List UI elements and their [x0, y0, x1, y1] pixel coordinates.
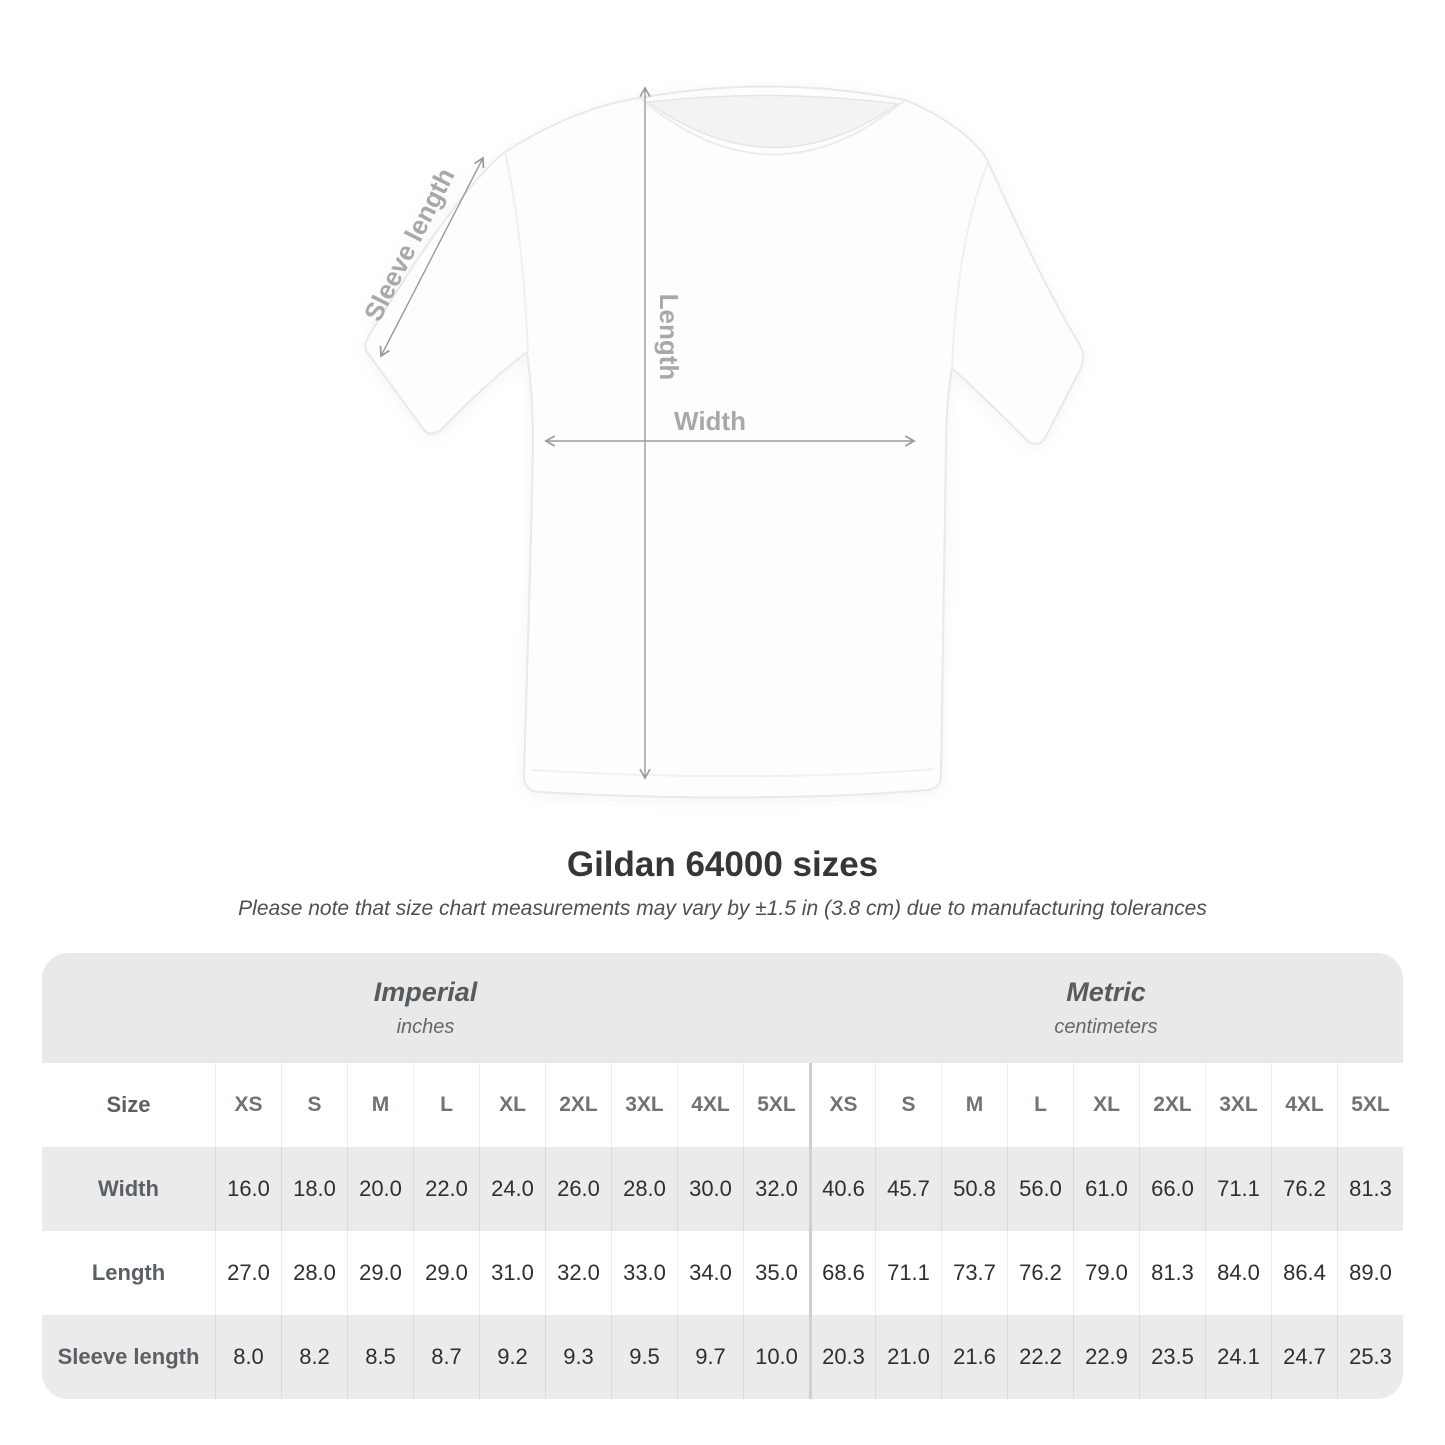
table-cell: 20.0 — [347, 1147, 413, 1231]
size-grid: Size XS S M L XL 2XL 3XL 4XL 5XL XS S M L XL 2XL 3XL 4XL 5… — [42, 1063, 1403, 1399]
table-cell: 18.0 — [281, 1147, 347, 1231]
table-cell: 71.1 — [875, 1231, 941, 1315]
table-cell: 35.0 — [743, 1231, 809, 1315]
table-cell: 50.8 — [941, 1147, 1007, 1231]
size-col-imperial-5xl: 5XL — [743, 1063, 809, 1147]
table-cell: 24.7 — [1271, 1315, 1337, 1399]
table-cell: 26.0 — [545, 1147, 611, 1231]
table-cell: 79.0 — [1073, 1231, 1139, 1315]
table-cell: 28.0 — [611, 1147, 677, 1231]
section-imperial: Imperial inches — [42, 953, 809, 1063]
table-row: Length 27.0 28.0 29.0 29.0 31.0 32.0 33.0 34.0 35… — [42, 1231, 1403, 1315]
size-col-metric-xl: XL — [1073, 1063, 1139, 1147]
tolerance-note: Please note that size chart measurements… — [238, 897, 1207, 920]
table-cell: 21.6 — [941, 1315, 1007, 1399]
table-cell: 68.6 — [809, 1231, 875, 1315]
table-cell: 28.0 — [281, 1231, 347, 1315]
table-cell: 81.3 — [1337, 1147, 1403, 1231]
size-table: Imperial inches Metric centimeters Size X… — [42, 953, 1403, 1399]
table-row: Sleeve length 8.0 8.2 8.5 8.7 9.2 9.3 9.5 9.7 10.… — [42, 1315, 1403, 1399]
table-cell: 33.0 — [611, 1231, 677, 1315]
table-cell: 8.5 — [347, 1315, 413, 1399]
tshirt-diagram: Sleeve length Length Width — [358, 85, 1085, 799]
table-cell: 29.0 — [413, 1231, 479, 1315]
table-cell: 9.5 — [611, 1315, 677, 1399]
size-col-imperial-2xl: 2XL — [545, 1063, 611, 1147]
table-cell: 86.4 — [1271, 1231, 1337, 1315]
table-cell: 9.7 — [677, 1315, 743, 1399]
table-cell: 89.0 — [1337, 1231, 1403, 1315]
table-cell: 56.0 — [1007, 1147, 1073, 1231]
table-cell: 9.2 — [479, 1315, 545, 1399]
table-cell: 8.0 — [215, 1315, 281, 1399]
table-cell: 34.0 — [677, 1231, 743, 1315]
table-cell: 22.9 — [1073, 1315, 1139, 1399]
length-label: Length — [654, 294, 684, 381]
table-cell: 8.7 — [413, 1315, 479, 1399]
table-cell: 76.2 — [1007, 1231, 1073, 1315]
table-cell: 76.2 — [1271, 1147, 1337, 1231]
table-cell: 23.5 — [1139, 1315, 1205, 1399]
size-col-imperial-xs: XS — [215, 1063, 281, 1147]
section-metric-unit: centimeters — [1054, 1016, 1158, 1038]
table-cell: 9.3 — [545, 1315, 611, 1399]
table-row: Width 16.0 18.0 20.0 22.0 24.0 26.0 28.0 30.0 32.… — [42, 1147, 1403, 1231]
table-cell: 66.0 — [1139, 1147, 1205, 1231]
tshirt-image — [364, 85, 1085, 799]
size-header-label: Size — [106, 1092, 151, 1117]
row-label: Length — [91, 1260, 166, 1285]
collar — [645, 94, 901, 149]
table-cell: 84.0 — [1205, 1231, 1271, 1315]
size-col-imperial-s: S — [281, 1063, 347, 1147]
table-cell: 10.0 — [743, 1315, 809, 1399]
section-imperial-title: Imperial — [373, 977, 478, 1007]
table-cell: 16.0 — [215, 1147, 281, 1231]
table-cell: 22.0 — [413, 1147, 479, 1231]
size-col-imperial-3xl: 3XL — [611, 1063, 677, 1147]
size-col-metric-3xl: 3XL — [1205, 1063, 1271, 1147]
sleeve-length-arrow — [379, 156, 485, 358]
size-col-imperial-xl: XL — [479, 1063, 545, 1147]
table-cell: 30.0 — [677, 1147, 743, 1231]
table-cell: 21.0 — [875, 1315, 941, 1399]
table-cell: 25.3 — [1337, 1315, 1403, 1399]
size-col-metric-s: S — [875, 1063, 941, 1147]
table-cell: 61.0 — [1073, 1147, 1139, 1231]
table-cell: 24.1 — [1205, 1315, 1271, 1399]
table-cell: 71.1 — [1205, 1147, 1271, 1231]
unit-section-header: Imperial inches Metric centimeters — [42, 953, 1403, 1063]
table-cell: 8.2 — [281, 1315, 347, 1399]
section-imperial-unit: inches — [396, 1016, 455, 1038]
table-cell: 40.6 — [809, 1147, 875, 1231]
table-cell: 22.2 — [1007, 1315, 1073, 1399]
table-cell: 27.0 — [215, 1231, 281, 1315]
size-header-row: Size XS S M L XL 2XL 3XL 4XL 5XL XS S M L XL 2XL 3XL 4XL 5… — [42, 1063, 1403, 1147]
row-label: Width — [98, 1176, 159, 1201]
section-metric-title: Metric — [1066, 977, 1146, 1007]
table-cell: 32.0 — [545, 1231, 611, 1315]
table-cell: 31.0 — [479, 1231, 545, 1315]
table-cell: 73.7 — [941, 1231, 1007, 1315]
section-metric: Metric centimeters — [809, 953, 1403, 1063]
size-col-metric-m: M — [941, 1063, 1007, 1147]
table-cell: 81.3 — [1139, 1231, 1205, 1315]
table-cell: 32.0 — [743, 1147, 809, 1231]
size-col-imperial-4xl: 4XL — [677, 1063, 743, 1147]
width-label: Width — [674, 406, 746, 436]
page-title: Gildan 64000 sizes — [566, 845, 879, 884]
size-col-metric-2xl: 2XL — [1139, 1063, 1205, 1147]
table-cell: 45.7 — [875, 1147, 941, 1231]
size-col-metric-l: L — [1007, 1063, 1073, 1147]
table-cell: 29.0 — [347, 1231, 413, 1315]
size-col-metric-4xl: 4XL — [1271, 1063, 1337, 1147]
table-cell: 24.0 — [479, 1147, 545, 1231]
row-label: Sleeve length — [57, 1344, 200, 1369]
size-col-metric-5xl: 5XL — [1337, 1063, 1403, 1147]
table-cell: 20.3 — [809, 1315, 875, 1399]
size-col-imperial-m: M — [347, 1063, 413, 1147]
size-col-imperial-l: L — [413, 1063, 479, 1147]
size-col-metric-xs: XS — [809, 1063, 875, 1147]
